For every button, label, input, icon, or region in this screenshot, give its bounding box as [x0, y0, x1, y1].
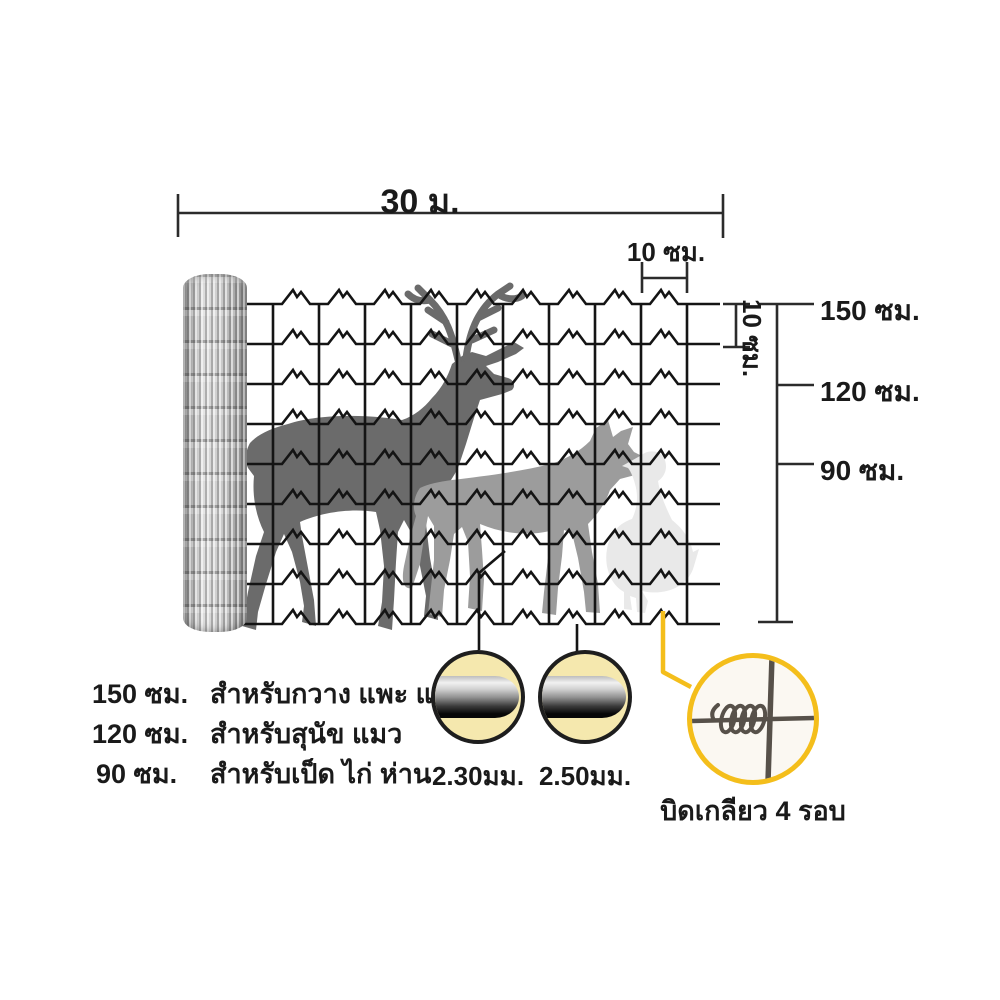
wire-gauge-cylinder-small [435, 676, 519, 718]
wire-gauge-large-circle [538, 650, 632, 744]
wire-gauge-small-circle [431, 650, 525, 744]
goose-silhouette [606, 451, 699, 613]
twisted-wire-joint [692, 658, 814, 780]
cell-width-label: 10 ซม. [626, 237, 706, 267]
leader-twist [660, 611, 693, 689]
dim-row-spacing [723, 302, 750, 349]
legend-use-150: สำหรับกวาง แพะ แกะ [210, 679, 464, 709]
height-mark-150: 150 ซม. [820, 295, 920, 326]
legend-size-90: 90 ซม. [96, 759, 178, 789]
roll-length-label: 30 ม. [380, 183, 460, 221]
fence-roll [183, 274, 247, 632]
dim-roll-length [176, 194, 725, 238]
callout-leaders [477, 550, 693, 689]
wire-gauge-large-label: 2.50มม. [538, 761, 632, 791]
leader-wire-small [477, 550, 506, 650]
dimension-lines [176, 194, 814, 624]
dog-silhouette [402, 420, 653, 617]
legend-size-150: 150 ซม. [92, 679, 189, 709]
twist-joint-circle [687, 653, 819, 785]
twist-joint-label: บิดเกลียว 4 รอบ [660, 796, 846, 826]
height-mark-120: 120 ซม. [820, 376, 920, 407]
legend-use-120: สำหรับสุนัข แมว [210, 719, 403, 749]
wire-gauge-small-label: 2.30มม. [431, 761, 525, 791]
legend-size-120: 120 ซม. [92, 719, 189, 749]
height-mark-90: 90 ซม. [820, 455, 905, 486]
dim-cell-width [640, 262, 689, 293]
wire-gauge-cylinder-large [542, 676, 626, 718]
row-spacing-label: 10 ซม. [737, 299, 767, 378]
legend-use-90: สำหรับเป็ด ไก่ ห่าน [210, 759, 432, 789]
dim-height-scale [758, 302, 814, 624]
horizontal-wires [243, 287, 720, 626]
